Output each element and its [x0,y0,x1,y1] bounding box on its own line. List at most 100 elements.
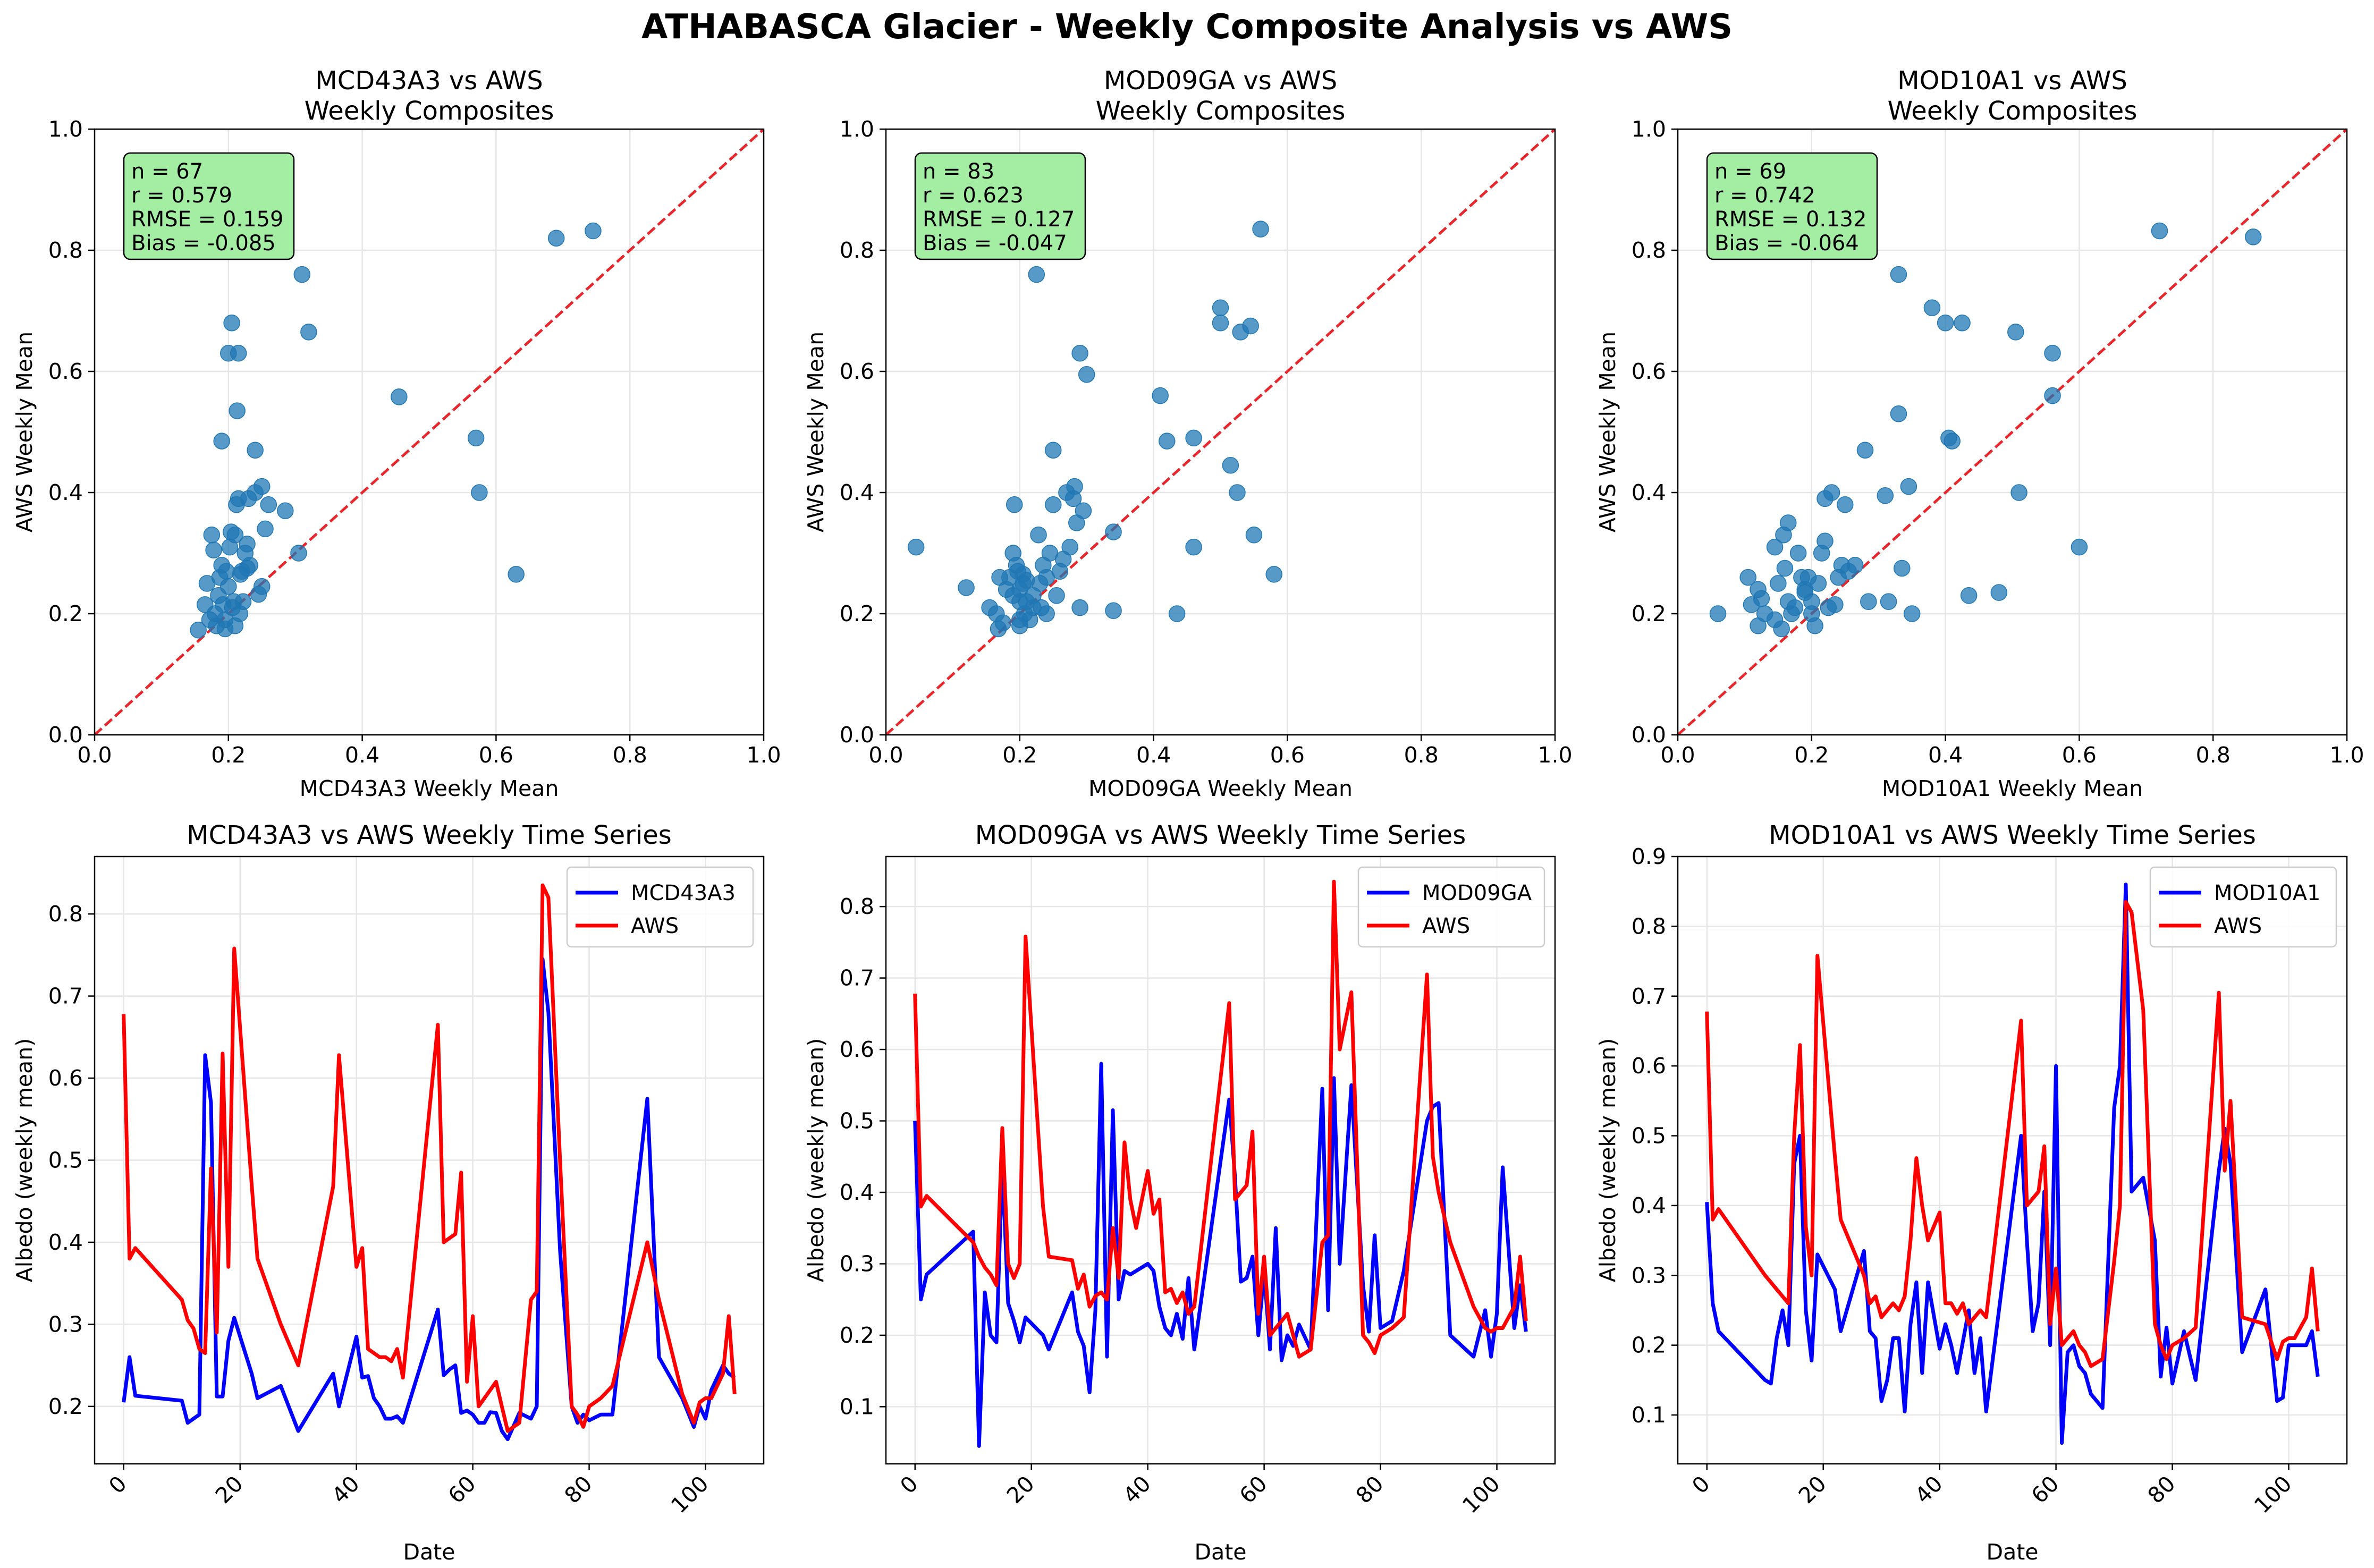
stats-text: Bias = -0.085 [131,231,276,256]
x-tick-label: 80 [1351,1471,1389,1508]
y-tick-label: 0.4 [1632,1193,1666,1218]
x-axis-label: MCD43A3 Weekly Mean [300,776,559,801]
y-tick-label: 0.6 [840,1037,874,1062]
x-tick-label: 0.0 [868,742,903,768]
scatter-point [467,429,485,447]
y-tick-label: 0.2 [1632,1333,1666,1358]
y-axis-label: AWS Weekly Mean [12,332,37,532]
y-axis-label: Albedo (weekly mean) [1595,1038,1620,1283]
x-tick-label: 1.0 [746,742,781,768]
y-tick-label: 0.9 [1632,844,1666,869]
scatter-point [1078,366,1095,383]
x-tick-label: 80 [2143,1471,2181,1508]
scatter-point [1739,569,1756,586]
scatter-point [1890,266,1907,283]
y-tick-label: 0.6 [48,359,83,384]
subplot-6: 0 20 40 60 80 100 0.1 0.2 0.3 0.4 0.5 0.6 0.7 0.8 0.9 D… [1595,820,2348,1565]
scatter-point [241,557,258,574]
stats-text: RMSE = 0.159 [131,207,283,232]
scatter-point [277,502,294,519]
scatter-point [1105,602,1122,620]
y-tick-label: 0.4 [1632,480,1666,505]
scatter-point [2044,345,2061,362]
y-tick-label: 0.1 [840,1394,874,1419]
scatter-point [205,541,222,559]
scatter-point [1185,538,1202,556]
scatter-point [1990,584,2008,601]
scatter-point [1937,315,1954,332]
scatter-point [1823,484,1840,501]
series-line-mod09ga [913,1062,1528,1448]
scatter-point [2010,484,2027,501]
scatter-point [1045,442,1062,459]
scatter-point [1066,478,1083,495]
x-tick-label: 0.6 [2062,742,2097,768]
y-tick-label: 0.6 [48,1065,83,1091]
plot-area [886,129,1555,735]
y-tick-label: 0.8 [1632,238,1666,263]
scatter-point [260,496,277,513]
scatter-point [1890,405,1907,422]
y-axis-label: Albedo (weekly mean) [12,1038,37,1283]
x-tick-label: 0.4 [1136,742,1171,768]
subplot-title: MCD43A3 vs AWS Weekly Time Series [187,820,672,850]
scatter-point [1071,345,1088,362]
stats-text: n = 67 [131,159,203,184]
y-tick-label: 0.6 [1632,359,1666,384]
x-tick-label: 0.8 [2196,742,2231,768]
scatter-point [1229,484,1246,501]
x-tick-label: 0 [1687,1471,1714,1498]
scatter-point [1030,527,1047,544]
scatter-point [1105,523,1122,540]
stats-box [1706,152,1878,260]
scatter-point [1061,538,1078,556]
y-tick-label: 0.7 [840,965,874,991]
subplot-4: 0 20 40 60 80 100 0.2 0.3 0.4 0.5 0.6 0.7 0.8 Date Alb… [12,820,765,1565]
stats-text: r = 0.742 [1714,183,1815,208]
y-tick-label: 0.2 [48,1394,83,1419]
x-tick-label: 0.2 [1002,742,1037,768]
x-tick-label: 40 [327,1471,365,1508]
stats-text: RMSE = 0.127 [923,207,1075,232]
x-tick-label: 0 [104,1471,131,1498]
scatter-point [508,566,525,583]
scatter-point [1960,587,1978,604]
x-tick-label: 0.4 [345,742,379,768]
scatter-point [2151,222,2168,240]
y-tick-label: 0.1 [1632,1402,1666,1428]
subplot-title: MOD10A1 vs AWS [1897,66,2127,96]
subplot-title: MCD43A3 vs AWS [315,66,543,96]
scatter-point [2071,538,2088,556]
y-tick-label: 0.2 [1632,601,1666,626]
legend-label: MOD09GA [1422,881,1532,905]
scatter-point [293,266,311,283]
x-tick-label: 0.4 [1928,742,1963,768]
x-tick-label: 0.8 [1404,742,1439,768]
y-tick-label: 0.4 [48,480,83,505]
scatter-point [203,527,221,544]
plot-area [122,883,737,1442]
scatter-point [1776,560,1794,577]
scatter-point [1786,599,1804,616]
scatter-point [1265,566,1282,583]
scatter-point [547,230,565,247]
scatter-point [1894,560,1911,577]
scatter-point [1827,596,1844,613]
scatter-point [1028,266,1045,283]
y-tick-label: 0.8 [48,901,83,927]
legend-label: MCD43A3 [631,881,736,905]
x-tick-label: 0.2 [1794,742,1829,768]
y-tick-label: 0.4 [48,1230,83,1255]
x-tick-label: 100 [1457,1471,1505,1518]
y-tick-label: 0.0 [48,722,83,748]
one-to-one-line [1678,129,2347,735]
scatter-point [1860,593,1877,610]
subplot-2: 0.0 0.2 0.4 0.6 0.8 1.0 0.0 0.2 0.4 0.6 0.8 1.0 MOD0… [803,66,1573,801]
scatter-point [2007,324,2024,341]
scatter-point [1212,315,1229,332]
subplot-title: MOD09GA vs AWS [1104,66,1337,96]
x-tick-label: 80 [560,1471,597,1508]
stats-text: RMSE = 0.132 [1714,207,1866,232]
stats-text: r = 0.579 [131,183,232,208]
scatter-point [220,578,237,595]
